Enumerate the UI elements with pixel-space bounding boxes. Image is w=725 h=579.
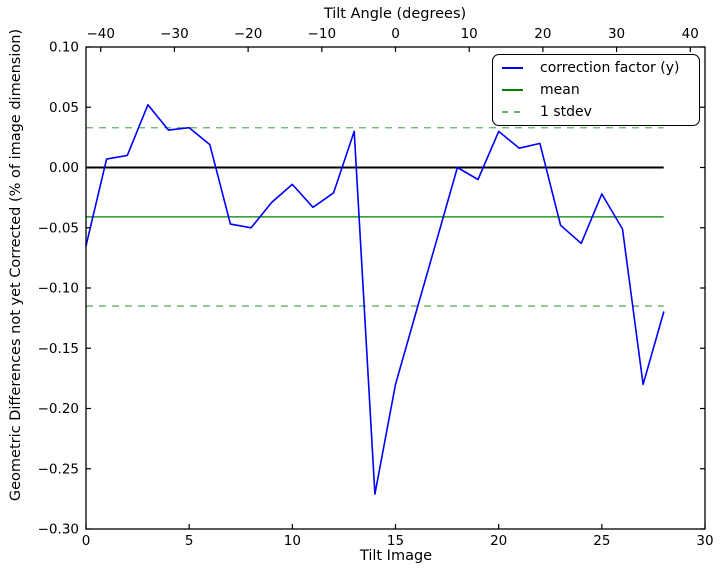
top-tick-label: 0 [391, 26, 400, 42]
top-tick-label: −10 [308, 26, 337, 42]
top-tick-label: 30 [608, 26, 625, 42]
y-tick-label: −0.30 [38, 522, 79, 538]
y-tick-label: −0.15 [38, 341, 79, 357]
legend-item-stdev: 1 stdev [502, 101, 693, 123]
plot-border [85, 46, 706, 530]
legend-item-mean: mean [502, 79, 693, 101]
y-axis-label: Geometric Differences not yet Corrected … [8, 28, 24, 502]
correction-factor-series-line [85, 104, 665, 495]
top-tick-label: 10 [461, 26, 478, 42]
y-tick-label: 0.00 [49, 160, 79, 176]
legend-label-correction-factor: correction factor (y) [540, 60, 680, 76]
top-tick-label: −20 [234, 26, 263, 42]
legend-label-stdev: 1 stdev [540, 104, 592, 120]
legend-item-correction-factor: correction factor (y) [502, 57, 693, 79]
x-tick-label: 15 [387, 533, 404, 549]
x-tick-label: 0 [82, 533, 91, 549]
top-tick-label: 20 [534, 26, 551, 42]
x-tick-label: 25 [593, 533, 610, 549]
top-tick-label: −30 [160, 26, 189, 42]
legend: correction factor (y) mean 1 stdev [492, 54, 700, 126]
legend-line-sample-correction-factor [502, 67, 523, 69]
y-tick-label: −0.05 [38, 220, 79, 236]
top-axis-title: Tilt Angle (degrees) [323, 6, 467, 22]
legend-line-sample-mean [502, 89, 523, 91]
x-tick-label: 10 [284, 533, 301, 549]
y-tick-label: 0.10 [49, 40, 79, 56]
y-tick-label: −0.25 [38, 461, 79, 477]
y-tick-label: −0.10 [38, 281, 79, 297]
top-tick-label: 40 [682, 26, 699, 42]
x-axis-label: Tilt Image [359, 548, 433, 564]
x-tick-label: 20 [490, 533, 507, 549]
x-tick-label: 5 [185, 533, 194, 549]
legend-label-mean: mean [540, 82, 580, 98]
y-tick-label: −0.20 [38, 401, 79, 417]
y-tick-label: 0.05 [49, 100, 79, 116]
x-tick-label: 30 [696, 533, 713, 549]
legend-line-sample-stdev [502, 111, 523, 113]
top-tick-label: −40 [86, 26, 115, 42]
